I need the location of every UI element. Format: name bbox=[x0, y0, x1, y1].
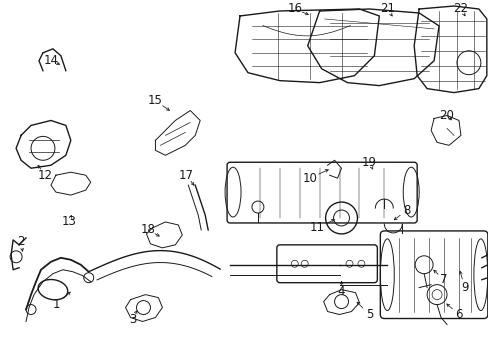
Text: 14: 14 bbox=[43, 54, 58, 67]
Text: 3: 3 bbox=[129, 313, 136, 326]
Text: 9: 9 bbox=[460, 281, 468, 294]
Text: 15: 15 bbox=[148, 94, 163, 107]
Text: 10: 10 bbox=[302, 172, 317, 185]
Text: 6: 6 bbox=[454, 308, 462, 321]
Text: 21: 21 bbox=[379, 3, 394, 15]
Text: 18: 18 bbox=[141, 224, 156, 237]
Text: 8: 8 bbox=[403, 203, 410, 216]
Text: 16: 16 bbox=[286, 3, 302, 15]
Text: 20: 20 bbox=[439, 109, 453, 122]
Text: 5: 5 bbox=[365, 308, 372, 321]
Text: 4: 4 bbox=[337, 285, 345, 298]
Text: 22: 22 bbox=[452, 3, 468, 15]
Text: 1: 1 bbox=[53, 298, 61, 311]
Text: 19: 19 bbox=[361, 156, 376, 169]
Text: 17: 17 bbox=[179, 169, 193, 182]
Text: 11: 11 bbox=[309, 221, 325, 234]
Text: 7: 7 bbox=[439, 273, 447, 286]
Text: 13: 13 bbox=[61, 216, 76, 229]
Text: 2: 2 bbox=[17, 235, 25, 248]
Text: 12: 12 bbox=[38, 169, 52, 182]
